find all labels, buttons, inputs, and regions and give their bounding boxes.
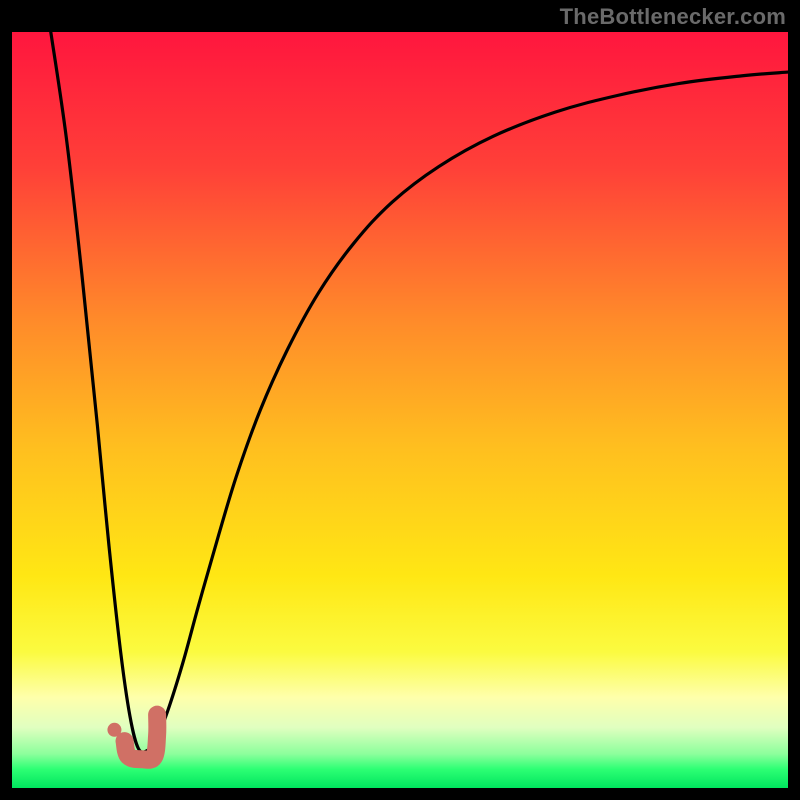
watermark-text: TheBottlenecker.com bbox=[560, 4, 786, 30]
gradient-background bbox=[12, 32, 788, 788]
plot-area bbox=[12, 32, 788, 788]
optimal-marker-dot bbox=[107, 723, 121, 737]
plot-svg bbox=[12, 32, 788, 788]
